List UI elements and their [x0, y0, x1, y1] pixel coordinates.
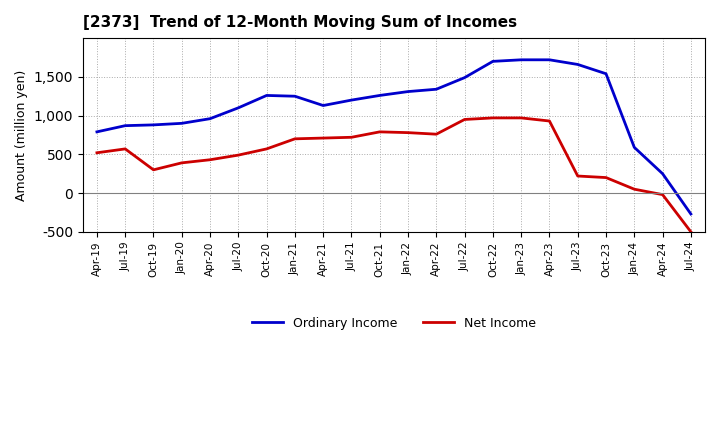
Net Income [687, 229, 696, 235]
Net Income [93, 150, 102, 155]
Ordinary Income [177, 121, 186, 126]
Net Income [630, 187, 639, 192]
Net Income [177, 160, 186, 165]
Net Income [375, 129, 384, 135]
Net Income [489, 115, 498, 121]
Net Income [658, 192, 667, 197]
Line: Net Income: Net Income [97, 118, 691, 232]
Net Income [206, 157, 215, 162]
Ordinary Income [206, 116, 215, 121]
Net Income [319, 136, 328, 141]
Ordinary Income [234, 105, 243, 110]
Ordinary Income [375, 93, 384, 98]
Ordinary Income [602, 71, 611, 77]
Ordinary Income [262, 93, 271, 98]
Net Income [347, 135, 356, 140]
Ordinary Income [460, 75, 469, 80]
Ordinary Income [630, 145, 639, 150]
Net Income [262, 146, 271, 151]
Ordinary Income [658, 171, 667, 176]
Text: [2373]  Trend of 12-Month Moving Sum of Incomes: [2373] Trend of 12-Month Moving Sum of I… [83, 15, 517, 30]
Y-axis label: Amount (million yen): Amount (million yen) [15, 70, 28, 201]
Ordinary Income [347, 97, 356, 103]
Ordinary Income [687, 211, 696, 216]
Ordinary Income [404, 89, 413, 94]
Ordinary Income [319, 103, 328, 108]
Net Income [404, 130, 413, 135]
Ordinary Income [489, 59, 498, 64]
Line: Ordinary Income: Ordinary Income [97, 60, 691, 214]
Net Income [460, 117, 469, 122]
Ordinary Income [517, 57, 526, 62]
Ordinary Income [291, 94, 300, 99]
Net Income [121, 146, 130, 151]
Net Income [149, 167, 158, 172]
Net Income [432, 132, 441, 137]
Legend: Ordinary Income, Net Income: Ordinary Income, Net Income [247, 312, 541, 335]
Ordinary Income [545, 57, 554, 62]
Ordinary Income [121, 123, 130, 128]
Net Income [545, 118, 554, 124]
Ordinary Income [573, 62, 582, 67]
Ordinary Income [93, 129, 102, 135]
Net Income [573, 173, 582, 179]
Net Income [234, 153, 243, 158]
Net Income [517, 115, 526, 121]
Ordinary Income [149, 122, 158, 128]
Net Income [602, 175, 611, 180]
Ordinary Income [432, 87, 441, 92]
Net Income [291, 136, 300, 142]
